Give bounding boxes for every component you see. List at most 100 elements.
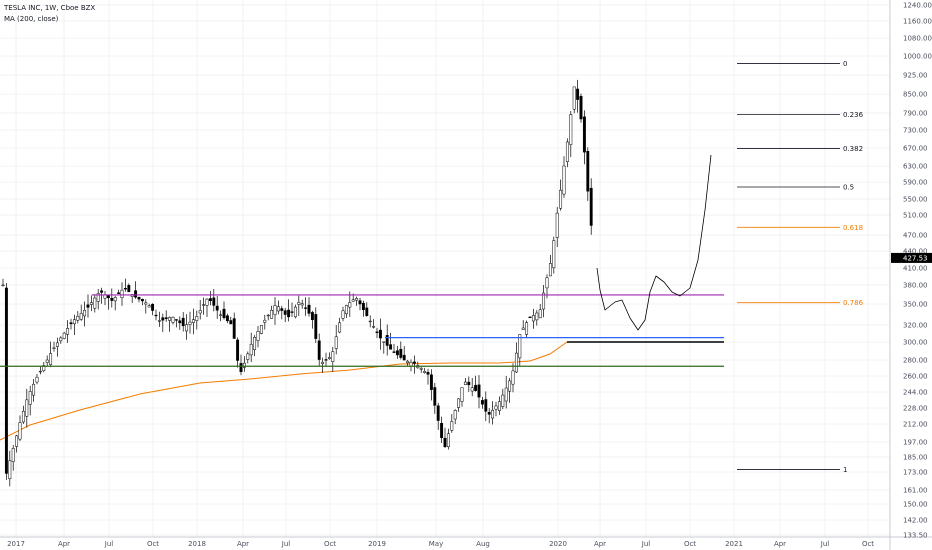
x-tick-label: Jul (820, 540, 830, 548)
candle-body (409, 362, 413, 367)
y-tick-label: 1080.00 (903, 35, 932, 43)
candle-body (508, 380, 512, 392)
candle-body (589, 187, 593, 226)
candle-body (562, 165, 566, 195)
candle-body (586, 150, 590, 192)
candle-body (59, 337, 63, 342)
candle-body (423, 371, 427, 373)
candle-body (147, 305, 151, 308)
candle-body (372, 326, 376, 328)
y-tick-label: 550.00 (903, 196, 928, 204)
candle-body (351, 299, 355, 302)
candle-body (555, 212, 559, 238)
last-price-label: 427.53 (903, 254, 928, 262)
candle-body (161, 317, 165, 321)
candle-body (242, 362, 246, 368)
y-tick-label: 1000.00 (903, 53, 932, 61)
candle-body (443, 437, 447, 447)
x-tick-label: Jul (281, 540, 291, 548)
y-tick-label: 185.00 (903, 454, 928, 462)
candle-body (582, 116, 586, 153)
candle-body (178, 320, 182, 324)
y-tick-label: 440.00 (903, 248, 928, 256)
candle-body (62, 332, 66, 339)
candle-body (480, 400, 484, 405)
x-tick-label: 2018 (188, 540, 206, 548)
candle-body (232, 318, 236, 339)
candle-body (504, 387, 508, 402)
fib-level-label: 0.786 (843, 299, 864, 307)
candle-body (290, 311, 294, 313)
candle-body (572, 86, 576, 110)
candle-body (368, 320, 372, 323)
candle-body (219, 314, 223, 316)
candle-body (18, 422, 22, 440)
candle-body (392, 351, 396, 353)
candle-body (467, 381, 471, 386)
candle-body (120, 289, 124, 298)
candle-body (83, 310, 87, 317)
candle-body (4, 287, 8, 474)
candle-body (324, 359, 328, 361)
candle-body (89, 302, 93, 305)
candle-body (375, 331, 379, 333)
candle-body (355, 298, 359, 301)
indicator-legend: MA (200, close) (4, 15, 59, 23)
y-tick-label: 925.00 (903, 72, 928, 80)
candle-body (361, 302, 365, 311)
candle-body (168, 317, 172, 321)
candle-body (545, 277, 549, 289)
candle-body (307, 304, 311, 314)
candle-body (429, 374, 433, 390)
candle-body (11, 448, 15, 463)
candle-body (1, 284, 5, 287)
x-tick-label: Apr (594, 540, 606, 548)
candle-body (38, 370, 42, 373)
candle-body (406, 360, 410, 364)
candle-body (113, 297, 117, 302)
candle-body (402, 354, 406, 361)
x-tick-label: May (429, 540, 443, 548)
x-tick-label: 2021 (725, 540, 743, 548)
candle-body (45, 359, 49, 363)
y-tick-label: 161.00 (903, 487, 928, 495)
candle-body (283, 310, 287, 315)
candle-body (460, 387, 464, 402)
fib-level-label: 0.382 (843, 145, 863, 153)
candle-body (548, 263, 552, 277)
candle-body (222, 308, 226, 319)
candle-body (321, 361, 325, 364)
fib-level-label: 0 (843, 60, 847, 68)
candle-body (579, 95, 583, 120)
candle-body (436, 405, 440, 421)
y-tick-label: 790.00 (903, 110, 928, 118)
x-tick-label: Apr (774, 540, 786, 548)
candle-body (215, 305, 219, 311)
y-tick-label: 150.00 (903, 501, 928, 509)
y-tick-label: 228.00 (903, 405, 928, 413)
y-tick-label: 133.50 (903, 532, 928, 540)
candle-body (576, 88, 580, 100)
candle-body (518, 334, 522, 359)
candle-body (538, 309, 542, 319)
candle-body (100, 290, 104, 293)
candle-body (419, 368, 423, 370)
candle-body (171, 316, 175, 323)
candle-body (511, 370, 515, 385)
fib-level-label: 0.5 (843, 183, 854, 191)
x-tick-label: Apr (58, 540, 70, 548)
candle-body (144, 302, 148, 305)
y-tick-label: 197.00 (903, 439, 928, 447)
candle-body (531, 315, 535, 322)
candle-body (494, 405, 498, 410)
candle-body (378, 329, 382, 339)
candle-body (188, 321, 192, 325)
candle-body (236, 339, 240, 361)
candle-body (334, 336, 338, 349)
candle-body (117, 292, 121, 294)
candle-body (137, 296, 141, 300)
candle-body (52, 347, 56, 349)
candle-body (331, 351, 335, 362)
candle-body (106, 295, 110, 299)
